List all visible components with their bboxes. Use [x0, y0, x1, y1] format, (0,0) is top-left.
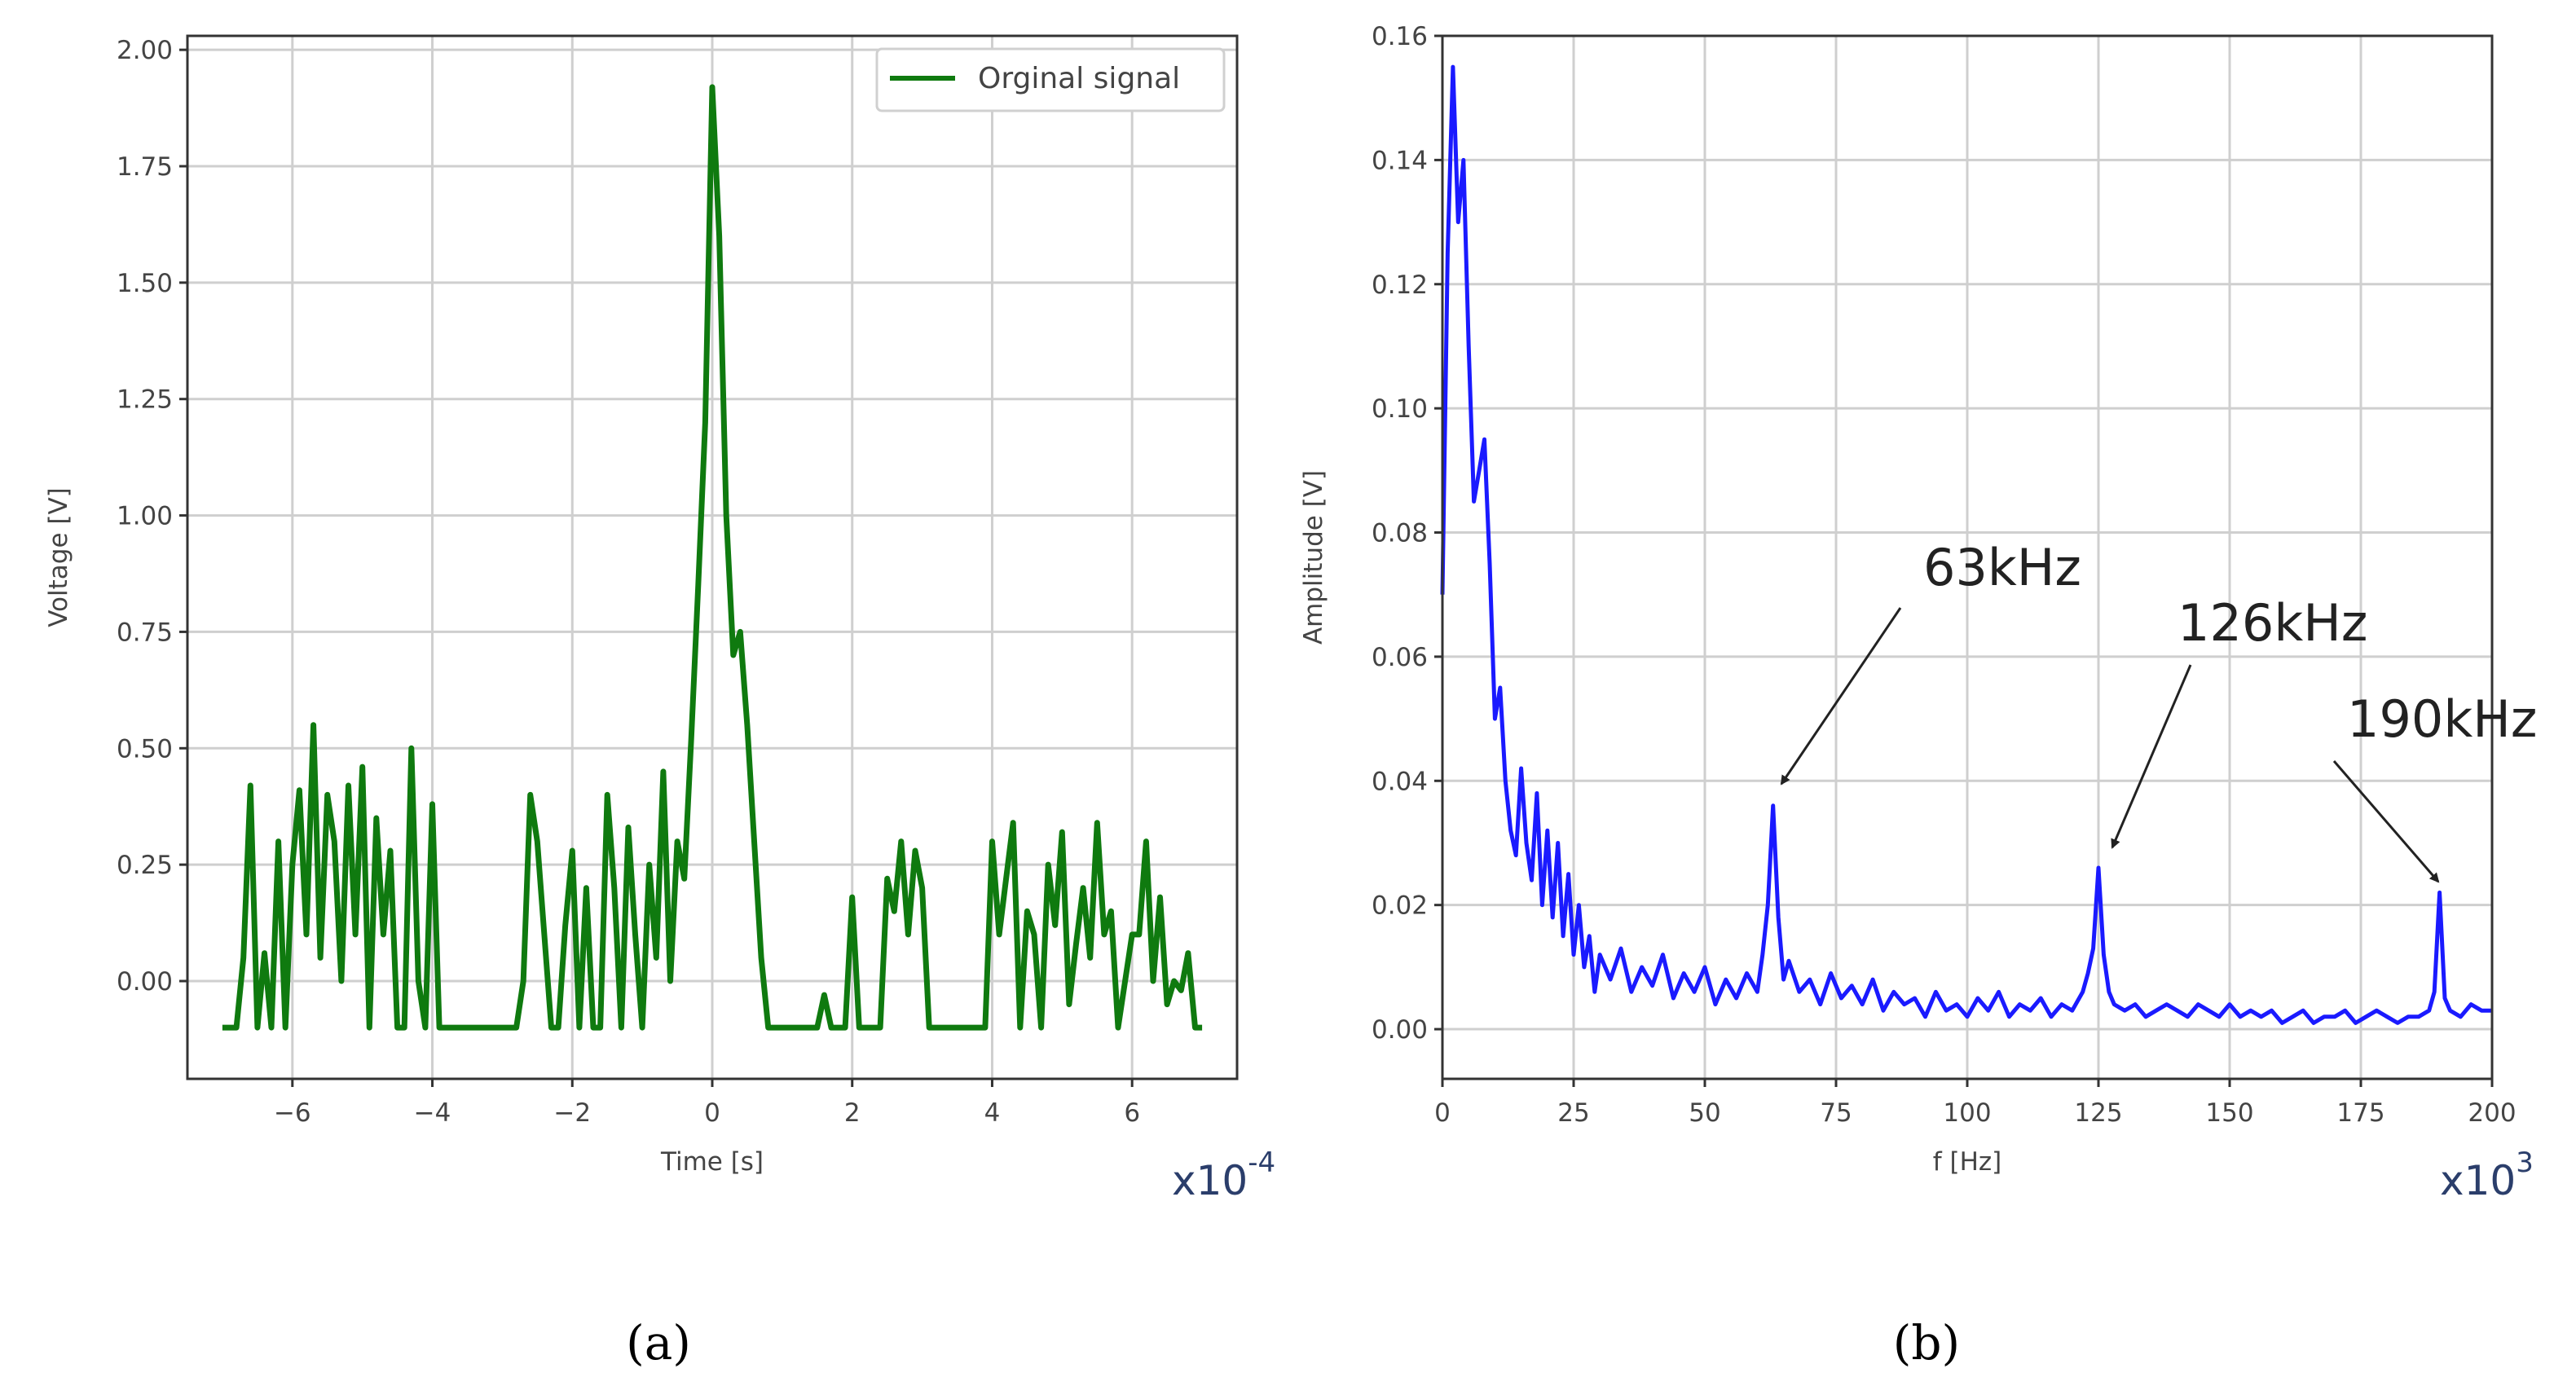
panel-b-amplitude-chart: 0.00 0.02 0.04 0.06 0.08 0.10 0.12 0.14 0.16 0 25… — [1299, 22, 2537, 1371]
panel-b-ytick-label: 0.16 — [1372, 22, 1428, 51]
panel-b-ytick-label: 0.10 — [1372, 394, 1428, 424]
panel-b-ytick-label: 0.04 — [1372, 767, 1428, 796]
panel-a-ytick-label: 1.00 — [117, 502, 173, 531]
panel-a-y-ticks: 0.00 0.25 0.50 0.75 1.00 1.25 1.50 1.75 2.00 — [117, 36, 187, 997]
panel-a-caption: (a) — [626, 1315, 691, 1371]
panel-b-xtick-label: 150 — [2205, 1098, 2253, 1128]
panel-b-x-ticks: 0 25 50 75 100 125 150 175 200 — [1434, 1079, 2517, 1128]
panel-a-x-multiplier-base: x10 — [1172, 1157, 1248, 1204]
panel-b-annotation-label: 190kHz — [2347, 689, 2537, 749]
panel-b-series-line-0 — [1440, 64, 2492, 1025]
panel-b-annotations: 63kHz 126kHz 190kHz — [1780, 538, 2537, 883]
panel-a-ytick-label: 1.75 — [117, 152, 173, 182]
panel-a-series-group — [222, 84, 1203, 1031]
panel-b-ytick-label: 0.02 — [1372, 891, 1428, 921]
panel-a-ytick-label: 0.50 — [117, 734, 173, 764]
panel-b-xlabel: f [Hz] — [1933, 1147, 2002, 1177]
panel-a-x-multiplier-exp: -4 — [1248, 1146, 1275, 1179]
panel-a-xtick-label: −6 — [274, 1098, 311, 1128]
panel-b-x-multiplier-exp: 3 — [2516, 1146, 2534, 1179]
panel-b-series-group — [1440, 64, 2492, 1025]
panel-a-legend: Orginal signal — [875, 47, 1226, 112]
panel-b-ylabel: Amplitude [V] — [1299, 470, 1328, 645]
panel-a-xtick-label: 0 — [704, 1098, 720, 1128]
panel-b-xtick-label: 125 — [2074, 1098, 2122, 1128]
panel-b-xtick-label: 75 — [1820, 1098, 1852, 1128]
panel-a-ylabel: Voltage [V] — [44, 487, 73, 627]
panel-b-annotation-arrow — [2111, 664, 2192, 849]
panel-a-xtick-label: 6 — [1124, 1098, 1140, 1128]
panel-a-xlabel: Time [s] — [660, 1147, 764, 1177]
panel-a-x-ticks: −6 −4 −2 0 2 4 6 — [274, 1079, 1140, 1128]
panel-b-xtick-label: 100 — [1943, 1098, 1991, 1128]
panel-a-voltage-chart: 0.000.250.500.751.001.251.501.752.00 −6−… — [44, 34, 1275, 1371]
panel-a-xtick-label: −2 — [553, 1098, 591, 1128]
panel-a-ytick-label: 2.00 — [117, 36, 173, 65]
panel-b-xtick-label: 200 — [2468, 1098, 2516, 1128]
panel-a-ytick-label: 0.75 — [117, 618, 173, 647]
panel-b-ytick-label: 0.06 — [1372, 643, 1428, 672]
panel-b-xtick-label: 0 — [1434, 1098, 1451, 1128]
panel-b-x-multiplier: x103 — [2440, 1146, 2534, 1204]
panel-a-ytick-label: 1.50 — [117, 269, 173, 298]
legend-box — [875, 47, 1226, 112]
panel-b-ytick-label: 0.12 — [1372, 271, 1428, 300]
panel-b-xtick-label: 50 — [1689, 1098, 1720, 1128]
panel-b-xtick-label: 25 — [1557, 1098, 1589, 1128]
panel-b-annotation-arrow — [2332, 760, 2440, 883]
panel-b-caption: (b) — [1893, 1315, 1960, 1371]
panel-a-ytick-label: 0.00 — [117, 967, 173, 997]
panel-a-series-line-0 — [222, 84, 1203, 1031]
panel-a-xtick-label: 4 — [984, 1098, 1001, 1128]
panel-b-ytick-label: 0.08 — [1372, 519, 1428, 548]
legend-label: Orginal signal — [978, 62, 1180, 95]
panel-a-ytick-label: 0.25 — [117, 851, 173, 880]
panel-b-xtick-label: 175 — [2336, 1098, 2384, 1128]
panel-b-annotation-arrow — [1780, 607, 1902, 786]
panel-a-gridlines — [187, 36, 1237, 1079]
panel-b-annotation-label: 63kHz — [1923, 538, 2081, 597]
panel-b-annotation-label: 126kHz — [2177, 593, 2367, 653]
panel-a-x-multiplier: x10-4 — [1172, 1146, 1275, 1204]
panel-b-x-multiplier-base: x10 — [2440, 1157, 2516, 1204]
panel-a-xtick-label: 2 — [844, 1098, 861, 1128]
panel-a-ytick-label: 1.25 — [117, 385, 173, 415]
panel-a-xtick-label: −4 — [414, 1098, 451, 1128]
panel-b-ytick-label: 0.14 — [1372, 146, 1428, 175]
panel-b-y-ticks: 0.00 0.02 0.04 0.06 0.08 0.10 0.12 0.14 0.16 — [1372, 22, 1442, 1045]
panel-b-ytick-label: 0.00 — [1372, 1015, 1428, 1045]
